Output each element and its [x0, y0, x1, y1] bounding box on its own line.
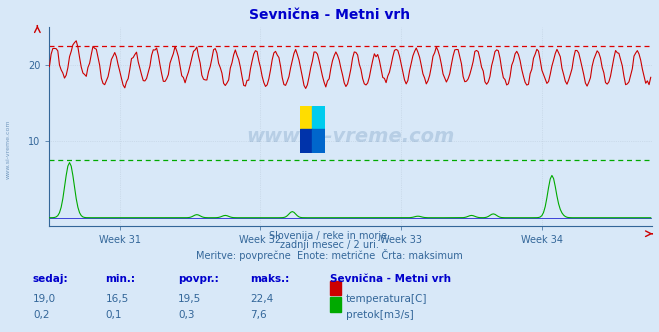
Text: pretok[m3/s]: pretok[m3/s] [346, 310, 414, 320]
Text: zadnji mesec / 2 uri.: zadnji mesec / 2 uri. [280, 240, 379, 250]
Text: 7,6: 7,6 [250, 310, 267, 320]
Text: 0,2: 0,2 [33, 310, 49, 320]
Text: sedaj:: sedaj: [33, 274, 69, 284]
Text: 19,0: 19,0 [33, 294, 56, 304]
Text: maks.:: maks.: [250, 274, 290, 284]
Text: povpr.:: povpr.: [178, 274, 219, 284]
Bar [312, 106, 325, 129]
Text: www.si-vreme.com: www.si-vreme.com [5, 120, 11, 179]
Text: Sevnična - Metni vrh: Sevnična - Metni vrh [330, 274, 451, 284]
Text: 0,3: 0,3 [178, 310, 194, 320]
Text: 16,5: 16,5 [105, 294, 129, 304]
Bar [300, 129, 312, 153]
Text: Sevnična - Metni vrh: Sevnična - Metni vrh [249, 8, 410, 22]
Text: Meritve: povprečne  Enote: metrične  Črta: maksimum: Meritve: povprečne Enote: metrične Črta:… [196, 249, 463, 261]
Text: Slovenija / reke in morje.: Slovenija / reke in morje. [269, 231, 390, 241]
Bar [312, 129, 325, 153]
Bar [300, 106, 312, 129]
Text: www.si-vreme.com: www.si-vreme.com [246, 126, 455, 146]
Text: 19,5: 19,5 [178, 294, 201, 304]
Text: min.:: min.: [105, 274, 136, 284]
Text: 22,4: 22,4 [250, 294, 273, 304]
Text: 0,1: 0,1 [105, 310, 122, 320]
Text: temperatura[C]: temperatura[C] [346, 294, 428, 304]
